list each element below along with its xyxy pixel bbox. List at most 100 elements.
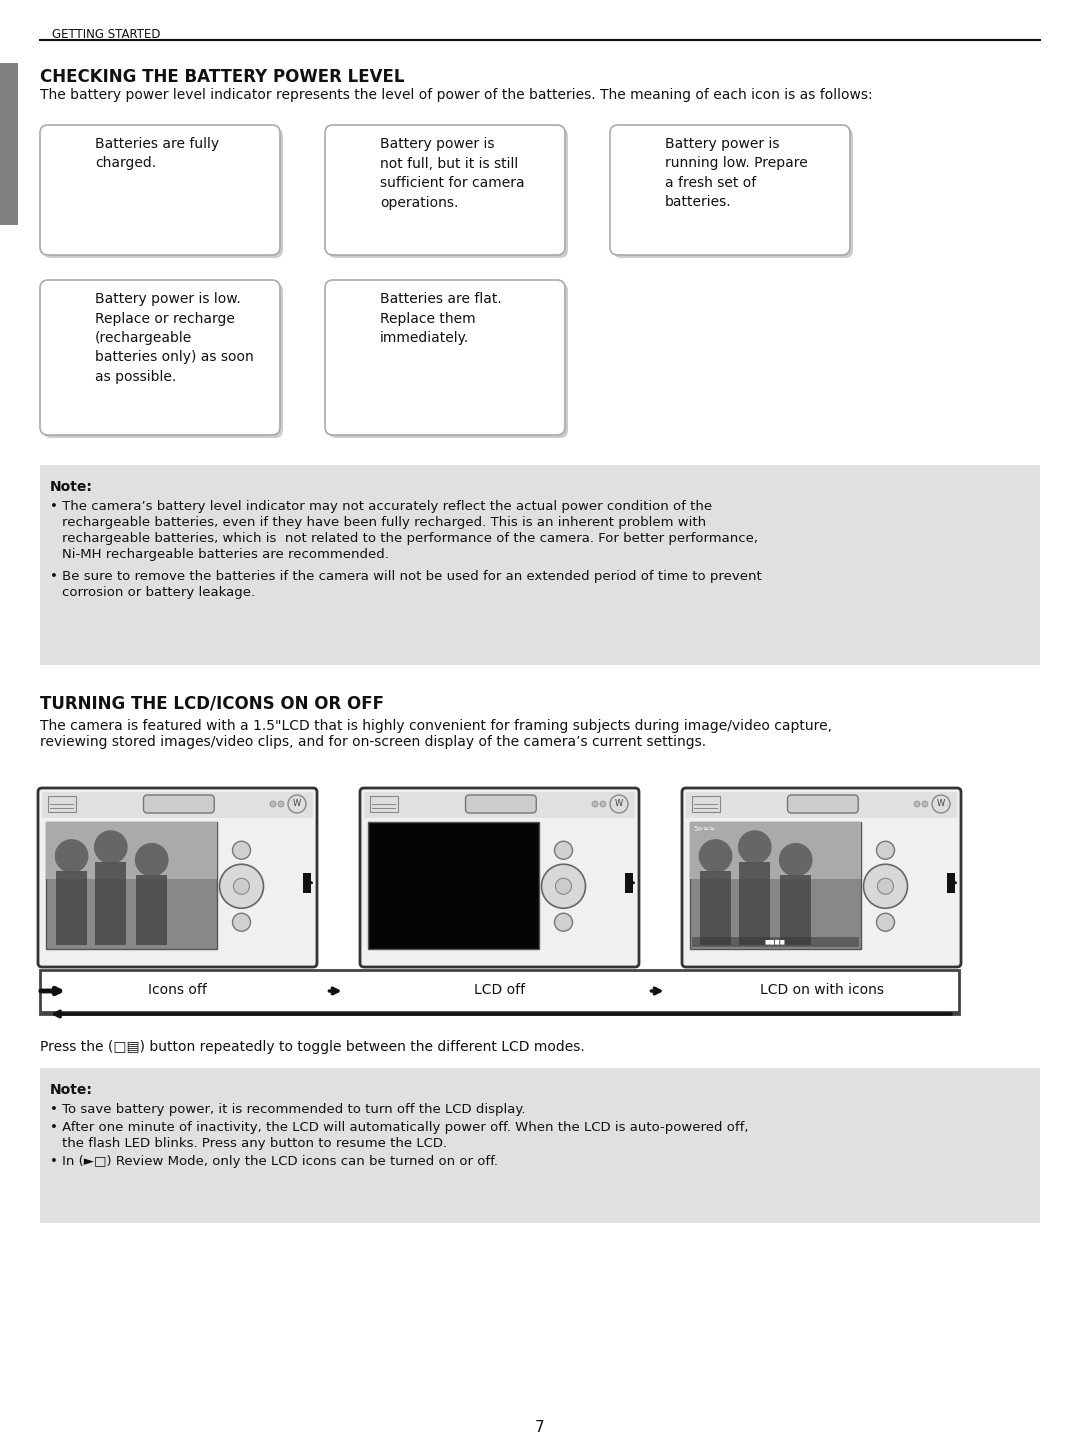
Circle shape (699, 839, 732, 872)
Text: Note:: Note: (50, 1083, 93, 1096)
Circle shape (922, 801, 928, 807)
Text: • After one minute of inactivity, the LCD will automatically power off. When the: • After one minute of inactivity, the LC… (50, 1121, 748, 1134)
FancyBboxPatch shape (40, 125, 280, 254)
Bar (42, 792, 313, 819)
Text: rechargeable batteries, even if they have been fully recharged. This is an inher: rechargeable batteries, even if they hav… (62, 516, 706, 529)
Text: • The camera’s battery level indicator may not accurately reflect the actual pow: • The camera’s battery level indicator m… (50, 500, 712, 513)
Bar (136, 875, 167, 945)
Bar (56, 164, 84, 217)
Text: • To save battery power, it is recommended to turn off the LCD display.: • To save battery power, it is recommend… (50, 1104, 526, 1117)
FancyBboxPatch shape (40, 281, 280, 435)
Circle shape (233, 878, 249, 894)
Text: Note:: Note: (50, 480, 93, 494)
FancyBboxPatch shape (328, 128, 568, 257)
Bar (64, 158, 76, 164)
Text: Press the (□▤) button repeatedly to toggle between the different LCD modes.: Press the (□▤) button repeatedly to togg… (40, 1040, 584, 1054)
Circle shape (932, 795, 950, 813)
FancyBboxPatch shape (681, 788, 961, 967)
Text: Icons off: Icons off (148, 983, 207, 997)
Text: Battery power is
running low. Prepare
a fresh set of
batteries.: Battery power is running low. Prepare a … (665, 137, 808, 209)
Text: reviewing stored images/video clips, and for on-screen display of the camera’s c: reviewing stored images/video clips, and… (40, 736, 706, 749)
FancyArrowPatch shape (307, 880, 312, 885)
Circle shape (554, 913, 572, 931)
FancyBboxPatch shape (465, 795, 537, 813)
Text: Battery power is low.
Replace or recharge
(rechargeable
batteries only) as soon
: Battery power is low. Replace or recharg… (95, 292, 254, 384)
Bar (692, 936, 859, 947)
Text: CHECKING THE BATTERY POWER LEVEL: CHECKING THE BATTERY POWER LEVEL (40, 68, 405, 86)
Bar (341, 164, 369, 217)
FancyBboxPatch shape (325, 281, 565, 435)
Text: Batteries are flat.
Replace them
immediately.: Batteries are flat. Replace them immedia… (380, 292, 502, 345)
Bar (58, 166, 82, 214)
Text: rechargeable batteries, which is  not related to the performance of the camera. : rechargeable batteries, which is not rel… (62, 532, 758, 545)
FancyBboxPatch shape (144, 795, 214, 813)
Circle shape (877, 913, 894, 931)
Bar (303, 872, 311, 893)
Bar (626, 164, 654, 217)
Circle shape (877, 878, 893, 894)
FancyArrowPatch shape (950, 880, 956, 885)
Circle shape (135, 843, 168, 877)
Circle shape (555, 878, 571, 894)
FancyBboxPatch shape (360, 788, 639, 967)
Circle shape (219, 864, 264, 909)
Text: the flash LED blinks. Press any button to resume the LCD.: the flash LED blinks. Press any button t… (62, 1137, 447, 1150)
Bar (58, 333, 82, 374)
Circle shape (554, 842, 572, 859)
Text: The battery power level indicator represents the level of power of the batteries: The battery power level indicator repres… (40, 89, 873, 102)
FancyBboxPatch shape (38, 788, 318, 967)
Circle shape (914, 801, 920, 807)
Bar (56, 871, 86, 945)
Bar (947, 872, 955, 893)
Bar (40, 970, 959, 1012)
Bar (0, 63, 18, 225)
Bar (343, 166, 367, 192)
Circle shape (600, 801, 606, 807)
Text: LCD on with icons: LCD on with icons (759, 983, 883, 997)
Bar (64, 327, 76, 332)
Text: W: W (615, 800, 623, 808)
Bar (686, 792, 957, 819)
Circle shape (278, 801, 284, 807)
Circle shape (232, 913, 251, 931)
Text: Ni-MH rechargeable batteries are recommended.: Ni-MH rechargeable batteries are recomme… (62, 548, 389, 561)
Bar (95, 862, 126, 945)
Bar (692, 795, 720, 811)
Bar (370, 795, 399, 811)
Bar (781, 875, 811, 945)
FancyBboxPatch shape (325, 125, 565, 254)
FancyArrowPatch shape (629, 880, 634, 885)
FancyBboxPatch shape (613, 128, 853, 257)
Bar (349, 158, 361, 164)
Text: TURNING THE LCD/ICONS ON OR OFF: TURNING THE LCD/ICONS ON OR OFF (40, 695, 384, 712)
Bar (46, 822, 216, 949)
Circle shape (270, 801, 276, 807)
Bar (740, 862, 770, 945)
Text: Battery power is
not full, but it is still
sufficient for camera
operations.: Battery power is not full, but it is sti… (380, 137, 525, 209)
Bar (625, 872, 633, 893)
Text: • In (►□) Review Mode, only the LCD icons can be turned on or off.: • In (►□) Review Mode, only the LCD icon… (50, 1154, 498, 1168)
Circle shape (738, 830, 772, 864)
FancyBboxPatch shape (328, 284, 568, 438)
FancyBboxPatch shape (610, 125, 850, 254)
Text: Batteries are fully
charged.: Batteries are fully charged. (95, 137, 219, 170)
Circle shape (877, 842, 894, 859)
Circle shape (55, 839, 89, 872)
Circle shape (94, 830, 127, 864)
Circle shape (610, 795, 627, 813)
Text: The camera is featured with a 1.5"LCD that is highly convenient for framing subj: The camera is featured with a 1.5"LCD th… (40, 718, 832, 733)
FancyBboxPatch shape (43, 284, 283, 438)
Bar (690, 822, 861, 880)
Circle shape (232, 842, 251, 859)
Text: W: W (936, 800, 945, 808)
Bar (40, 465, 1040, 664)
Bar (627, 166, 652, 180)
Bar (40, 1069, 1040, 1223)
Bar (46, 822, 216, 880)
Circle shape (592, 801, 598, 807)
Circle shape (541, 864, 585, 909)
Bar (364, 792, 635, 819)
Text: LCD off: LCD off (474, 983, 525, 997)
Bar (349, 327, 361, 332)
FancyBboxPatch shape (43, 128, 283, 257)
